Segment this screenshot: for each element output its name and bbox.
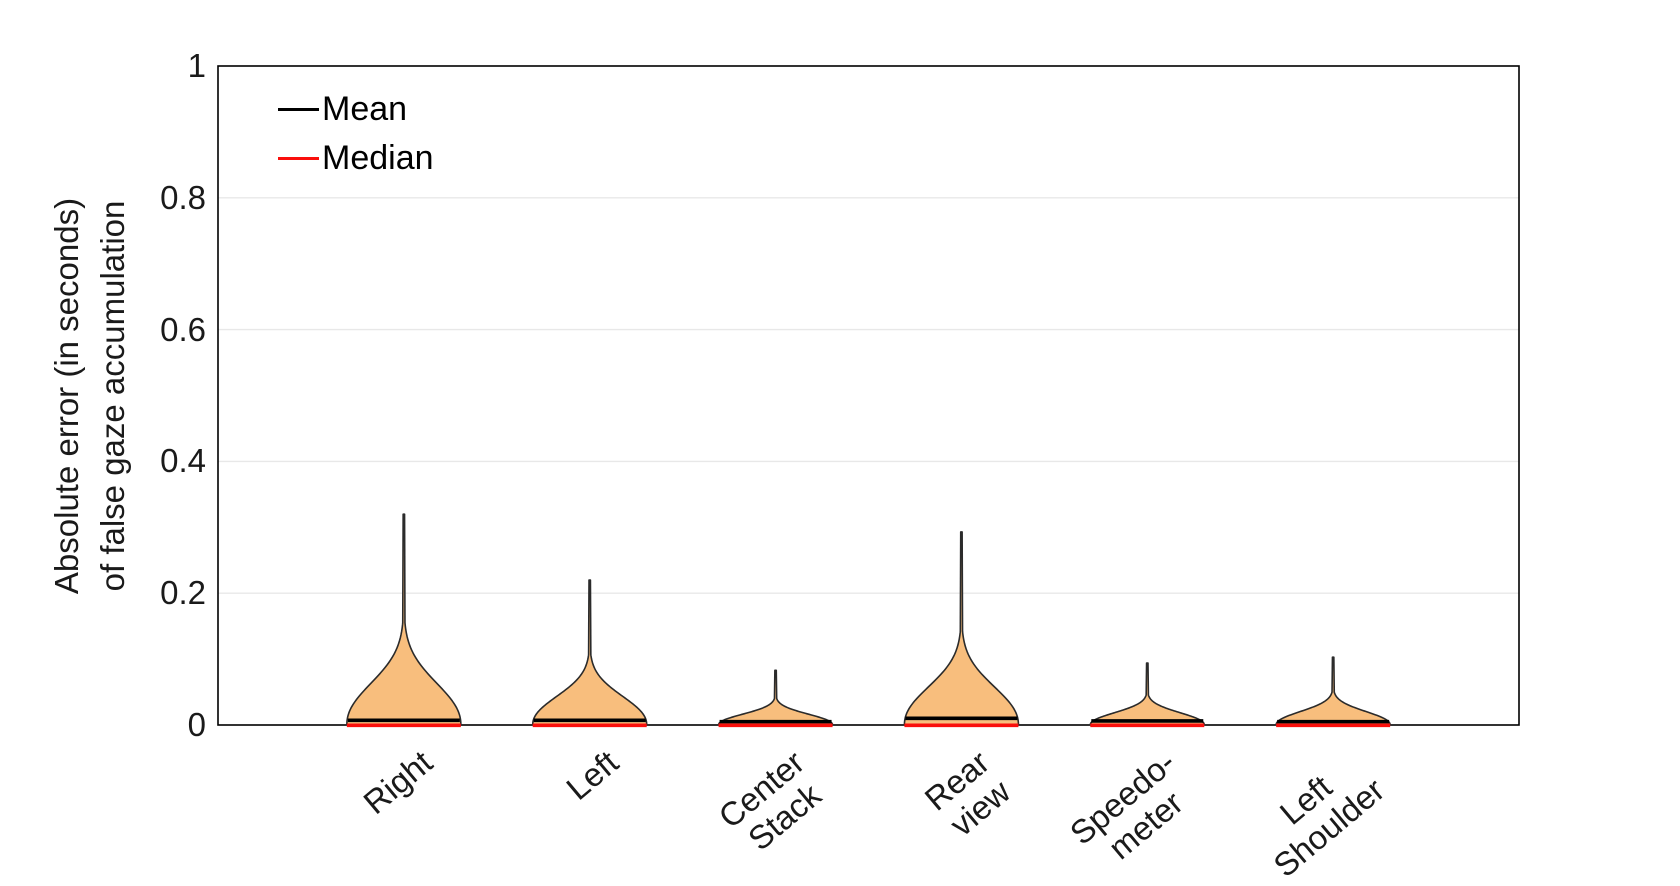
y-tick-label-0: 0 [187, 706, 206, 743]
y-axis-title-line2: of false gaze accumulation [94, 200, 131, 592]
plot-border [217, 65, 1520, 726]
violin-left-shoulder [1275, 656, 1391, 726]
violin-left [531, 579, 648, 726]
mean-line-swatch [278, 108, 319, 111]
y-tick-label-0.4: 0.4 [160, 442, 206, 480]
violin-rear-view [903, 531, 1020, 726]
y-tick-label-1: 1 [187, 47, 206, 84]
legend-label-mean: Mean [322, 90, 408, 128]
y-tick-label-0.6: 0.6 [160, 310, 206, 348]
y-tick-label-0.2: 0.2 [160, 574, 206, 612]
violin-speedo-meter [1089, 662, 1206, 726]
y-tick-label-0.8: 0.8 [160, 178, 206, 216]
y-axis-title: Absolute error (in seconds) of false gaz… [44, 198, 136, 594]
median-line-swatch [278, 157, 319, 160]
violin-center-stack [717, 669, 834, 726]
legend-item-mean: Mean [278, 85, 434, 134]
y-axis-title-line1: Absolute error (in seconds) [47, 197, 85, 595]
legend: Mean Median [278, 85, 434, 183]
legend-item-median: Median [278, 134, 434, 183]
legend-label-median: Median [322, 139, 434, 177]
violin-right [346, 513, 462, 726]
